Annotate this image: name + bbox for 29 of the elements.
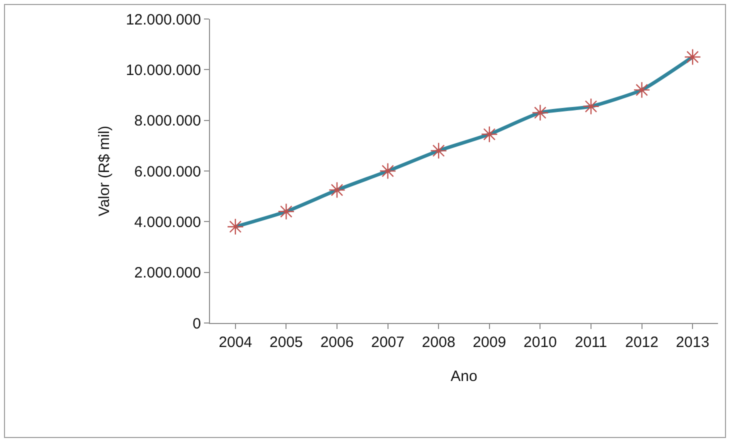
- y-axis-title: Valor (R$ mil): [96, 126, 114, 216]
- y-tick-label: 0: [192, 315, 201, 332]
- x-tick-label: 2004: [218, 334, 252, 351]
- x-tick-label: 2007: [371, 334, 404, 351]
- x-tick-label: 2008: [422, 334, 456, 351]
- x-tick-label: 2006: [320, 334, 354, 351]
- x-tick-label: 2011: [574, 334, 608, 351]
- y-tick-label: 6.000.000: [134, 163, 201, 180]
- point: [328, 182, 346, 198]
- x-tick-label: 2005: [270, 334, 303, 351]
- point: [684, 48, 701, 66]
- x-tick-label: 2012: [625, 334, 658, 351]
- y-tick-label: 2.000.000: [134, 264, 201, 282]
- y-tick-label: 8.000.000: [134, 112, 201, 130]
- point: [633, 82, 650, 98]
- y-tick-label: 12.000.000: [126, 11, 201, 28]
- x-tick-label: 2010: [524, 334, 557, 351]
- y-tick-label: 4.000.000: [134, 214, 201, 231]
- x-axis-title: Ano: [450, 368, 478, 385]
- x-tick-label: 2009: [472, 334, 506, 351]
- point: [379, 162, 396, 180]
- point: [481, 126, 498, 143]
- point: [227, 218, 244, 236]
- point: [430, 142, 447, 160]
- point: [582, 98, 600, 115]
- point: [278, 203, 295, 220]
- point: [532, 104, 549, 122]
- x-tick-label: 2013: [676, 334, 710, 351]
- y-tick-label: 10.000.000: [126, 62, 201, 79]
